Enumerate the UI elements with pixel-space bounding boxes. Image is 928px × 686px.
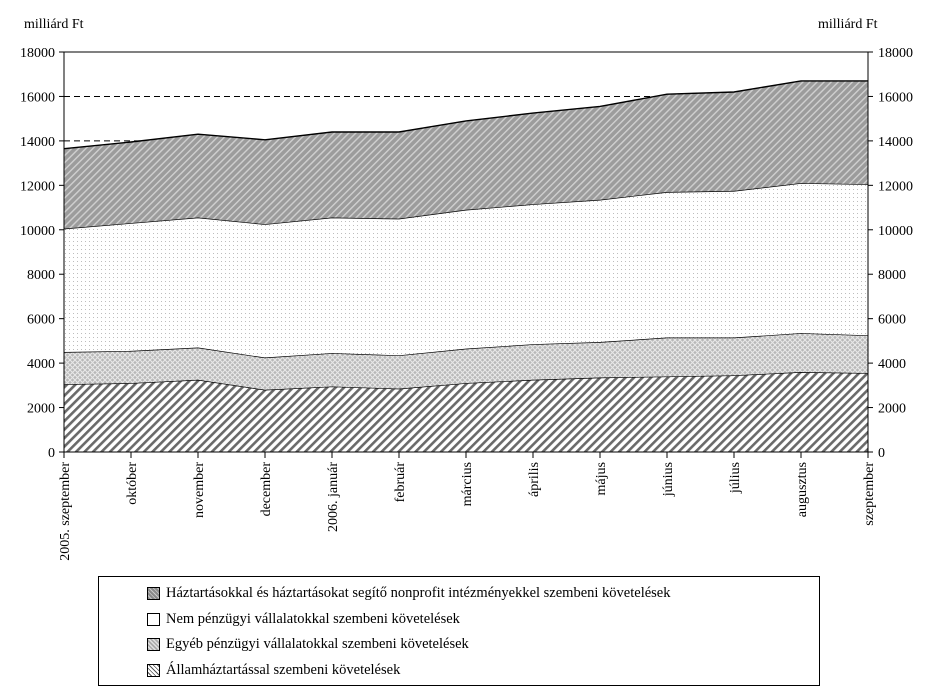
x-tick-label: október — [125, 462, 140, 505]
legend-swatch — [147, 663, 160, 677]
series-boundary-line — [63, 80, 868, 150]
left-y-tick-label: 2000 — [27, 402, 55, 417]
series-boundary-line — [63, 182, 869, 230]
x-tick-label: június — [661, 462, 676, 497]
left-y-tick-label: 14000 — [20, 135, 55, 150]
right-y-tick-label: 2000 — [878, 402, 906, 417]
areas-layer — [63, 80, 869, 452]
x-tick-label: 2005. szeptember — [58, 462, 73, 561]
x-tick-label: szeptember — [862, 462, 877, 526]
left-y-tick-label: 16000 — [20, 90, 55, 105]
legend-label: Egyéb pénzügyi vállalatokkal szembeni kö… — [166, 635, 469, 652]
left-y-tick-label: 12000 — [20, 179, 55, 194]
left-y-tick-label: 8000 — [27, 268, 55, 283]
right-y-tick-label: 12000 — [878, 179, 913, 194]
right-y-tick-label: 16000 — [878, 90, 913, 105]
right-y-tick-label: 10000 — [878, 224, 913, 239]
series-boundary-line — [63, 332, 869, 359]
legend-item: Államháztartással szembeni követelések — [147, 660, 400, 680]
right-y-tick-label: 18000 — [878, 46, 913, 61]
legend-label: Államháztartással szembeni követelések — [166, 661, 401, 678]
left-y-tick-label: 4000 — [27, 357, 55, 372]
legend-swatch — [147, 637, 160, 651]
legend: Háztartásokkal és háztartásokat segítő n… — [98, 576, 820, 686]
x-tick-label: március — [460, 462, 475, 506]
legend-item: Háztartásokkal és háztartásokat segítő n… — [147, 583, 671, 603]
x-tick-label: augusztus — [795, 462, 810, 517]
x-tick-label: július — [728, 462, 743, 494]
x-tick-label: december — [259, 462, 274, 517]
axes: 0 0 2000 2000 4000 4000 6000 6000 8000 8000 10000 1… — [20, 46, 913, 561]
left-y-tick-label: 6000 — [27, 313, 55, 328]
legend-item: Egyéb pénzügyi vállalatokkal szembeni kö… — [147, 634, 469, 654]
reference-lines — [64, 95, 655, 142]
right-axis-unit: milliárd Ft — [818, 17, 878, 32]
x-tick-label: április — [527, 462, 542, 497]
legend-swatch — [147, 586, 160, 600]
legend-label: Háztartásokkal és háztartásokat segítő n… — [166, 584, 671, 601]
right-y-tick-label: 8000 — [878, 268, 906, 283]
series-area — [64, 372, 868, 452]
right-y-tick-label: 6000 — [878, 313, 906, 328]
right-y-tick-label: 14000 — [878, 135, 913, 150]
x-tick-label: február — [393, 462, 408, 503]
left-axis-unit: milliárd Ft — [24, 17, 84, 32]
left-y-tick-label: 0 — [48, 446, 55, 461]
left-y-tick-label: 10000 — [20, 224, 55, 239]
right-y-tick-label: 0 — [878, 446, 885, 461]
series-area — [64, 333, 868, 390]
legend-swatch — [147, 612, 160, 626]
x-tick-label: november — [192, 462, 207, 518]
legend-item: Nem pénzügyi vállalatokkal szembeni köve… — [147, 609, 460, 629]
series-area — [64, 80, 868, 229]
left-y-tick-label: 18000 — [20, 46, 55, 61]
right-y-tick-label: 4000 — [878, 357, 906, 372]
legend-label: Nem pénzügyi vállalatokkal szembeni köve… — [166, 610, 460, 627]
x-tick-label: május — [594, 462, 609, 495]
series-area — [64, 183, 868, 358]
chart: 0 0 2000 2000 4000 4000 6000 6000 8000 8000 10000 1… — [20, 17, 913, 561]
x-tick-label: 2006. január — [326, 462, 341, 532]
